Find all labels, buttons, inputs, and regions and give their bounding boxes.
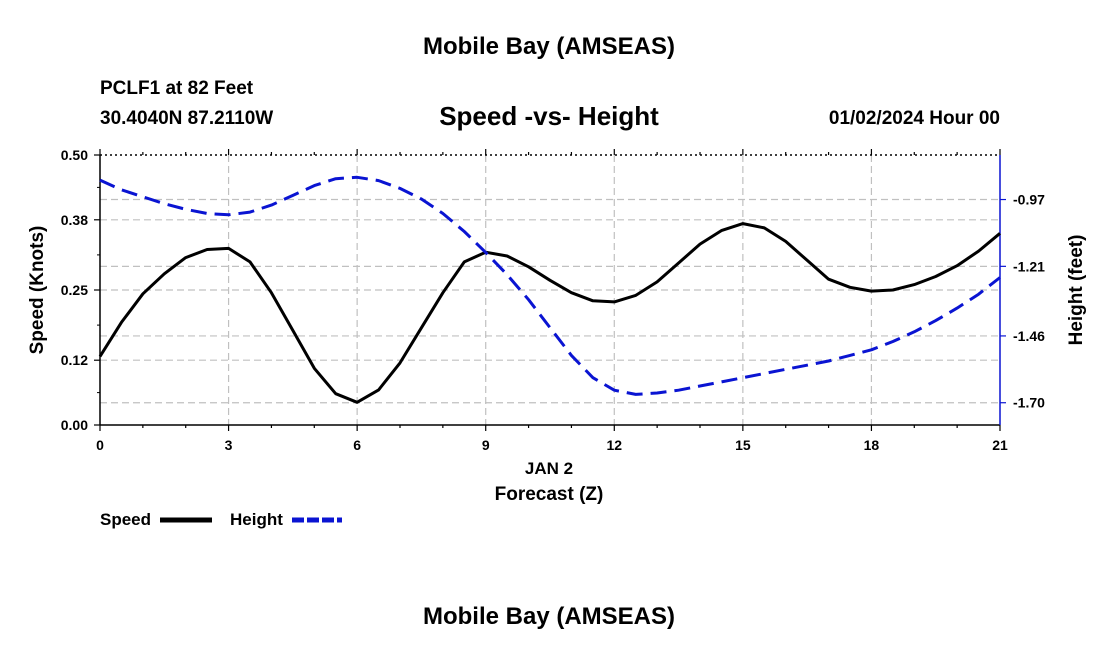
y-tick-label-3: 0.38 bbox=[61, 212, 88, 228]
y-tick-label-4: 0.50 bbox=[61, 147, 88, 163]
axis-ticks bbox=[94, 149, 1006, 431]
footer-title: Mobile Bay (AMSEAS) bbox=[423, 603, 675, 630]
y2-axis-label: Height (feet) bbox=[1066, 235, 1087, 346]
y2-tick-label-2: -1.46 bbox=[1013, 328, 1045, 344]
y2-tick-label-3: -1.70 bbox=[1013, 395, 1045, 411]
x-tick-label-1: 3 bbox=[225, 437, 233, 453]
legend-speed-label: Speed bbox=[100, 510, 151, 529]
y2-tick-label-1: -1.21 bbox=[1013, 258, 1045, 274]
x-tick-label-6: 18 bbox=[864, 437, 880, 453]
y-tick-label-1: 0.12 bbox=[61, 352, 88, 368]
x-date-label: JAN 2 bbox=[525, 459, 573, 478]
series-line-speed bbox=[98, 222, 1001, 404]
chart-subtitle: Speed -vs- Height bbox=[439, 101, 659, 131]
legend: Speed Height bbox=[100, 510, 342, 529]
x-tick-label-4: 12 bbox=[606, 437, 622, 453]
station-label: PCLF1 at 82 Feet bbox=[100, 78, 254, 99]
y-tick-label-2: 0.25 bbox=[61, 282, 88, 298]
x-tick-label-5: 15 bbox=[735, 437, 751, 453]
tick-labels: 0 3 6 9 12 15 18 21 0.00 0.12 0.25 0.38 0.50 -0.97 -1.… bbox=[61, 147, 1045, 453]
x-tick-label-7: 21 bbox=[992, 437, 1008, 453]
y2-tick-label-0: -0.97 bbox=[1013, 192, 1045, 208]
y-tick-label-0: 0.00 bbox=[61, 417, 88, 433]
x-tick-label-0: 0 bbox=[96, 437, 104, 453]
x-tick-label-3: 9 bbox=[482, 437, 490, 453]
x-tick-label-2: 6 bbox=[353, 437, 361, 453]
x-axis-label: Forecast (Z) bbox=[495, 484, 604, 505]
coords-label: 30.4040N 87.2110W bbox=[100, 108, 273, 129]
series-line-height bbox=[99, 175, 1001, 396]
date-label: 01/02/2024 Hour 00 bbox=[829, 108, 1000, 129]
legend-height-label: Height bbox=[230, 510, 283, 529]
chart-main-title: Mobile Bay (AMSEAS) bbox=[423, 33, 675, 60]
series-lines bbox=[98, 175, 1001, 404]
y-axis-label: Speed (Knots) bbox=[27, 226, 48, 355]
